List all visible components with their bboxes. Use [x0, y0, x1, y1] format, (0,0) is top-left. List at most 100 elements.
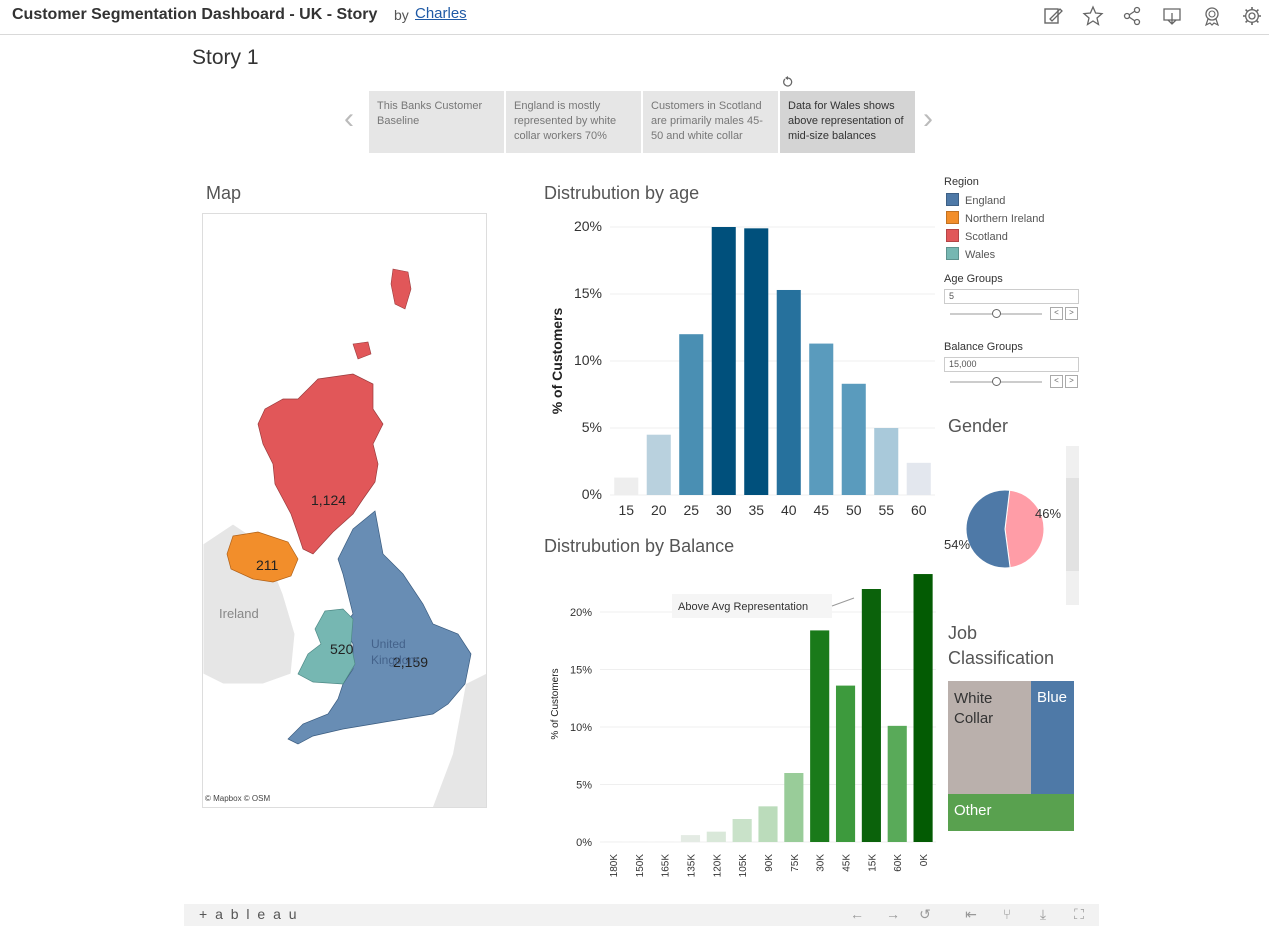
- redo-icon[interactable]: →: [886, 906, 900, 922]
- treemap-other[interactable]: Other: [948, 794, 1074, 831]
- uk-map-label: United Kingdom: [371, 637, 419, 667]
- age-groups-slider-thumb[interactable]: [992, 309, 1001, 318]
- edit-icon[interactable]: [1042, 5, 1064, 27]
- bar-35[interactable]: [744, 228, 769, 495]
- undo-icon[interactable]: ←: [850, 906, 864, 922]
- balance-groups-decrement-button[interactable]: <: [1050, 375, 1063, 388]
- revert-to-start-icon[interactable]: ⇤: [965, 906, 977, 922]
- bar-180K[interactable]: [603, 841, 623, 843]
- favorite-star-icon[interactable]: [1082, 5, 1104, 27]
- gender-scrollbar[interactable]: [1066, 446, 1079, 605]
- age-groups-increment-button[interactable]: >: [1065, 307, 1078, 320]
- x-tick-label: 105K: [738, 854, 749, 878]
- annotation-leader: [831, 597, 855, 607]
- legend-item-wales[interactable]: Wales: [946, 247, 1045, 265]
- footer-share-icon[interactable]: ⑂: [1002, 906, 1012, 922]
- x-tick-label: 20: [651, 502, 667, 518]
- treemap-white-collar[interactable]: White Collar: [948, 681, 1031, 794]
- bar-15K[interactable]: [861, 589, 881, 842]
- bar-60K[interactable]: [887, 725, 907, 842]
- scotland-region: [257, 373, 384, 555]
- revert-all-icon[interactable]: ↺: [919, 906, 931, 922]
- scotland-islands: [390, 268, 412, 310]
- pie-slice-male[interactable]: [965, 489, 1011, 569]
- map-credit: © Mapbox © OSM: [205, 794, 271, 803]
- bar-15[interactable]: [614, 477, 639, 495]
- balance-groups-input[interactable]: 15,000: [944, 357, 1079, 372]
- bar-120K[interactable]: [706, 831, 726, 842]
- balance-groups-slider-thumb[interactable]: [992, 377, 1001, 386]
- balance-distribution-chart[interactable]: 0% 5% 10% 15% 20% 180K 150K 165K 135K 120K 105K 90K…: [540, 560, 940, 880]
- story-previous-arrow-icon[interactable]: ‹: [344, 102, 354, 135]
- story-next-arrow-icon[interactable]: ›: [923, 102, 933, 135]
- northern-ireland-region: [226, 531, 299, 583]
- bar-45K[interactable]: [835, 685, 856, 842]
- bar-90K[interactable]: [758, 806, 778, 842]
- y-tick-label: 10%: [570, 722, 592, 734]
- bar-40[interactable]: [776, 289, 801, 495]
- england-count-label: 2,159: [393, 654, 429, 670]
- story-point-3[interactable]: Customers in Scotland are primarily male…: [643, 91, 778, 153]
- y-tick-label: 20%: [574, 218, 602, 234]
- legend-label: England: [965, 195, 1006, 207]
- revert-icon[interactable]: [782, 75, 794, 87]
- story-point-1[interactable]: This Banks Customer Baseline: [369, 91, 504, 153]
- legend-item-northern-ireland[interactable]: Northern Ireland: [946, 211, 1045, 229]
- bar-20[interactable]: [646, 434, 671, 495]
- author-prefix: by: [394, 7, 409, 23]
- x-tick-label: 90K: [764, 854, 775, 872]
- x-tick-label: 45: [813, 502, 829, 518]
- bar-30[interactable]: [711, 227, 736, 495]
- header-bar: [0, 0, 1269, 35]
- bar-0K[interactable]: [913, 574, 933, 842]
- age-distribution-chart[interactable]: 0% 5% 10% 15% 20% 15 20 25 30 35 40 45 50 55 60 % of Cu…: [540, 208, 940, 528]
- bar-50[interactable]: [841, 383, 866, 495]
- legend-label: Wales: [965, 249, 996, 261]
- bar-45[interactable]: [809, 343, 834, 495]
- bar-25[interactable]: [679, 334, 704, 495]
- age-groups-decrement-button[interactable]: <: [1050, 307, 1063, 320]
- bar-60[interactable]: [906, 462, 931, 495]
- footer-download-icon[interactable]: ⤓: [1039, 906, 1047, 922]
- job-classification-title: Job Classification: [948, 623, 1055, 668]
- bar-150K[interactable]: [629, 841, 649, 843]
- share-icon[interactable]: [1121, 5, 1143, 27]
- wales-count-label: 520: [330, 641, 354, 657]
- northern-ireland-count-label: 211: [256, 557, 279, 573]
- story-point-2[interactable]: England is mostly represented by white c…: [506, 91, 641, 153]
- y-tick-label: 5%: [576, 780, 592, 792]
- settings-gear-icon[interactable]: [1241, 5, 1263, 27]
- legend-item-scotland[interactable]: Scotland: [946, 229, 1045, 247]
- x-tick-label: 15: [618, 502, 634, 518]
- age-groups-input[interactable]: 5: [944, 289, 1079, 304]
- y-tick-label: 10%: [574, 352, 602, 368]
- download-icon[interactable]: [1161, 5, 1183, 27]
- gender-scrollbar-thumb[interactable]: [1066, 478, 1079, 571]
- tableau-toolbar: [184, 904, 1099, 926]
- y-tick-label: 15%: [574, 285, 602, 301]
- bar-165K[interactable]: [655, 841, 675, 843]
- continent-landmass: [433, 674, 486, 807]
- story-point-4[interactable]: Data for Wales shows above representatio…: [780, 91, 915, 153]
- x-tick-label: 180K: [609, 854, 620, 878]
- author-link[interactable]: Charles: [415, 5, 467, 22]
- annotation-text: Above Avg Representation: [678, 601, 808, 613]
- legend-item-england[interactable]: England: [946, 193, 1045, 211]
- northern-ireland-swatch: [946, 211, 959, 224]
- bar-55[interactable]: [874, 428, 899, 495]
- y-tick-label: 5%: [582, 419, 602, 435]
- bar-75K[interactable]: [784, 773, 804, 842]
- bar-30K[interactable]: [810, 630, 830, 842]
- bar-105K[interactable]: [732, 819, 752, 842]
- map-title: Map: [206, 183, 242, 203]
- bar-135K[interactable]: [680, 835, 701, 842]
- featured-badge-icon[interactable]: [1201, 5, 1223, 27]
- pie-slice-female[interactable]: [1004, 489, 1045, 569]
- tableau-logo[interactable]: + a b l e a u: [199, 906, 299, 922]
- fullscreen-icon[interactable]: ⛶: [1074, 906, 1084, 922]
- uk-region-map[interactable]: 1,124 211 520 2,159 Ireland United Kingd…: [202, 213, 487, 808]
- treemap-blue-collar[interactable]: Blue: [1031, 681, 1074, 794]
- gender-pie-chart[interactable]: [960, 484, 1050, 574]
- y-tick-label: 0%: [582, 486, 602, 502]
- balance-groups-increment-button[interactable]: >: [1065, 375, 1078, 388]
